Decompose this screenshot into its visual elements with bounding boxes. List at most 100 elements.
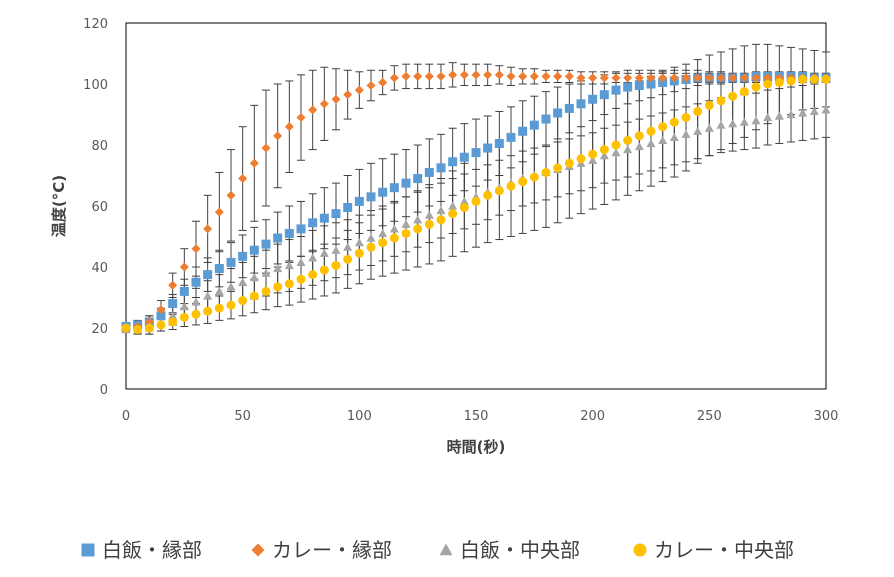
data-point [284, 279, 294, 289]
data-point [459, 203, 469, 213]
data-point [704, 123, 714, 132]
data-point [273, 233, 283, 243]
legend-item: カレー・縁部 [251, 538, 392, 562]
data-point [658, 73, 668, 83]
data-point [331, 260, 341, 270]
data-point [716, 73, 726, 83]
data-point [588, 73, 598, 83]
data-point [343, 254, 353, 264]
markers-series-0 [121, 71, 831, 331]
data-point [168, 299, 178, 309]
data-point [191, 277, 201, 287]
data-point [296, 274, 306, 284]
y-tick-label: 120 [83, 17, 108, 32]
legend-item: カレー・中央部 [633, 538, 794, 562]
data-point [144, 323, 154, 333]
data-point [599, 90, 609, 100]
data-point [214, 286, 224, 295]
data-point [389, 224, 399, 233]
data-point [623, 145, 633, 154]
legend-label: 白飯・縁部 [102, 538, 202, 562]
data-point [331, 245, 341, 254]
data-point [658, 77, 668, 87]
data-point [284, 228, 294, 238]
data-point [553, 71, 563, 81]
data-point [611, 85, 621, 95]
legend-label: カレー・縁部 [272, 538, 392, 562]
data-point [238, 251, 248, 261]
data-point [156, 305, 166, 315]
data-point [261, 268, 271, 277]
data-point [296, 224, 306, 234]
x-tick-label: 0 [122, 409, 130, 424]
data-point [179, 262, 189, 272]
legend-marker [81, 543, 95, 557]
data-point [588, 94, 598, 104]
data-point [821, 105, 831, 114]
data-point [763, 113, 773, 122]
data-point [494, 70, 504, 80]
data-point [588, 155, 598, 164]
data-point [261, 286, 271, 296]
data-point [296, 113, 306, 123]
data-point [226, 300, 236, 310]
data-point [378, 238, 388, 248]
data-point [739, 117, 749, 126]
data-point [179, 312, 189, 322]
data-point [471, 70, 481, 80]
data-point [343, 242, 353, 251]
data-point [249, 291, 259, 301]
data-point [424, 71, 434, 81]
y-tick-label: 0 [100, 383, 108, 398]
data-point [436, 71, 446, 81]
plot-area [125, 22, 827, 390]
data-point [751, 82, 761, 92]
data-point [249, 158, 259, 168]
data-point [611, 148, 621, 157]
data-point [401, 228, 411, 238]
x-axis-title: 時間(秒) [447, 438, 506, 456]
data-point [774, 77, 784, 87]
data-point [378, 77, 388, 87]
data-point [623, 82, 633, 92]
x-tick-label: 250 [697, 409, 722, 424]
data-point [343, 203, 353, 213]
data-point [191, 297, 201, 306]
data-point [179, 286, 189, 296]
data-point [588, 149, 598, 159]
y-tick-label: 40 [91, 261, 108, 276]
data-point [413, 71, 423, 81]
data-point [179, 302, 189, 311]
data-point [669, 132, 679, 141]
data-point [798, 108, 808, 117]
data-point [518, 177, 528, 187]
x-tick-label: 300 [814, 409, 839, 424]
data-point [168, 280, 178, 290]
data-point [343, 90, 353, 100]
y-tick-label: 80 [91, 139, 108, 154]
data-point [354, 238, 364, 247]
data-point [226, 190, 236, 200]
data-point [156, 320, 166, 330]
y-tick-label: 60 [91, 200, 108, 215]
data-point [483, 190, 493, 200]
data-point [354, 196, 364, 206]
data-point [576, 99, 586, 109]
data-point [284, 122, 294, 132]
y-tick-label: 100 [83, 78, 108, 93]
data-point [308, 105, 318, 115]
data-point [273, 131, 283, 141]
data-point [319, 99, 329, 109]
data-point [424, 167, 434, 177]
data-point [693, 126, 703, 135]
data-point [623, 73, 633, 83]
data-point [284, 260, 294, 270]
data-point [599, 73, 609, 83]
legend: 白飯・縁部 カレー・縁部 白飯・中央部 カレー・中央部 [81, 538, 794, 562]
data-point [704, 73, 714, 83]
data-point [751, 73, 761, 83]
data-point [389, 183, 399, 193]
x-tick-label: 200 [580, 409, 605, 424]
data-point [308, 270, 318, 280]
